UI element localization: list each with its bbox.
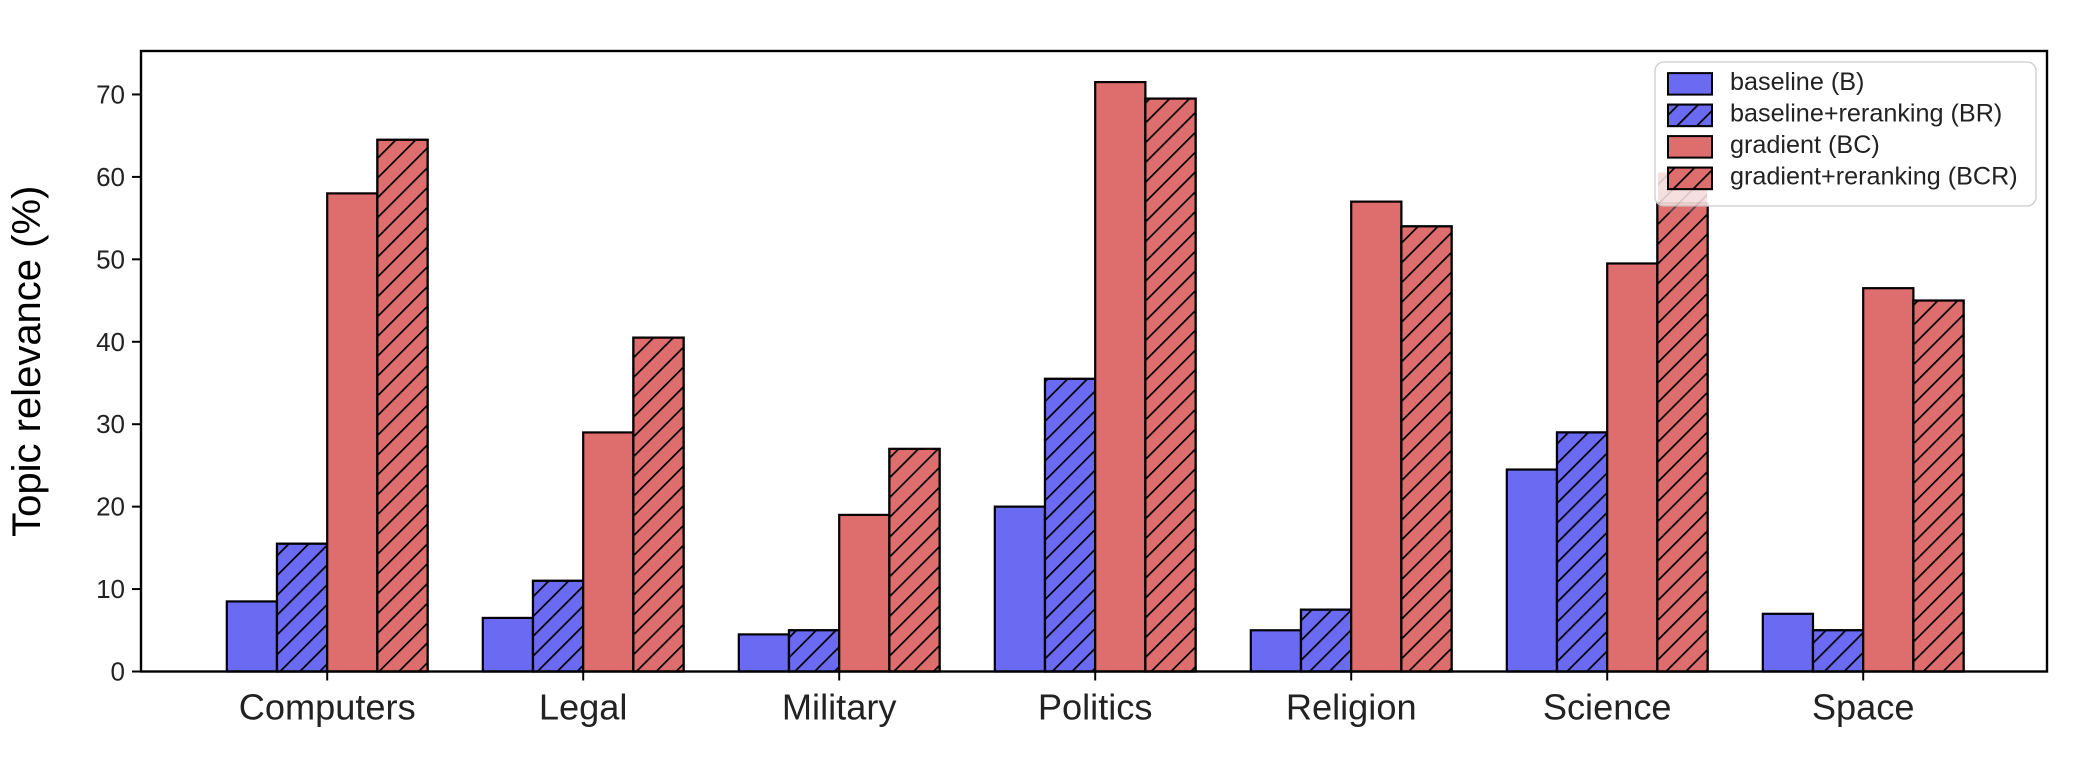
- svg-text:Topic relevance (%): Topic relevance (%): [5, 186, 49, 537]
- svg-text:0: 0: [111, 657, 125, 687]
- svg-text:Politics: Politics: [1038, 687, 1153, 728]
- svg-text:baseline+reranking (BR): baseline+reranking (BR): [1730, 100, 2002, 128]
- svg-text:Computers: Computers: [239, 687, 416, 728]
- svg-text:60: 60: [96, 162, 125, 192]
- svg-text:50: 50: [96, 244, 125, 274]
- svg-text:20: 20: [96, 492, 125, 522]
- svg-text:Religion: Religion: [1286, 687, 1417, 728]
- svg-text:Military: Military: [782, 687, 897, 728]
- svg-text:gradient+reranking (BCR): gradient+reranking (BCR): [1730, 163, 2018, 191]
- svg-text:Science: Science: [1543, 687, 1672, 728]
- svg-text:Legal: Legal: [539, 687, 628, 728]
- svg-text:40: 40: [96, 327, 125, 357]
- svg-text:baseline (B): baseline (B): [1730, 68, 1864, 96]
- svg-text:10: 10: [96, 574, 125, 604]
- svg-text:gradient (BC): gradient (BC): [1730, 131, 1880, 159]
- svg-text:70: 70: [96, 79, 125, 109]
- svg-text:30: 30: [96, 409, 125, 439]
- svg-text:Space: Space: [1812, 687, 1915, 728]
